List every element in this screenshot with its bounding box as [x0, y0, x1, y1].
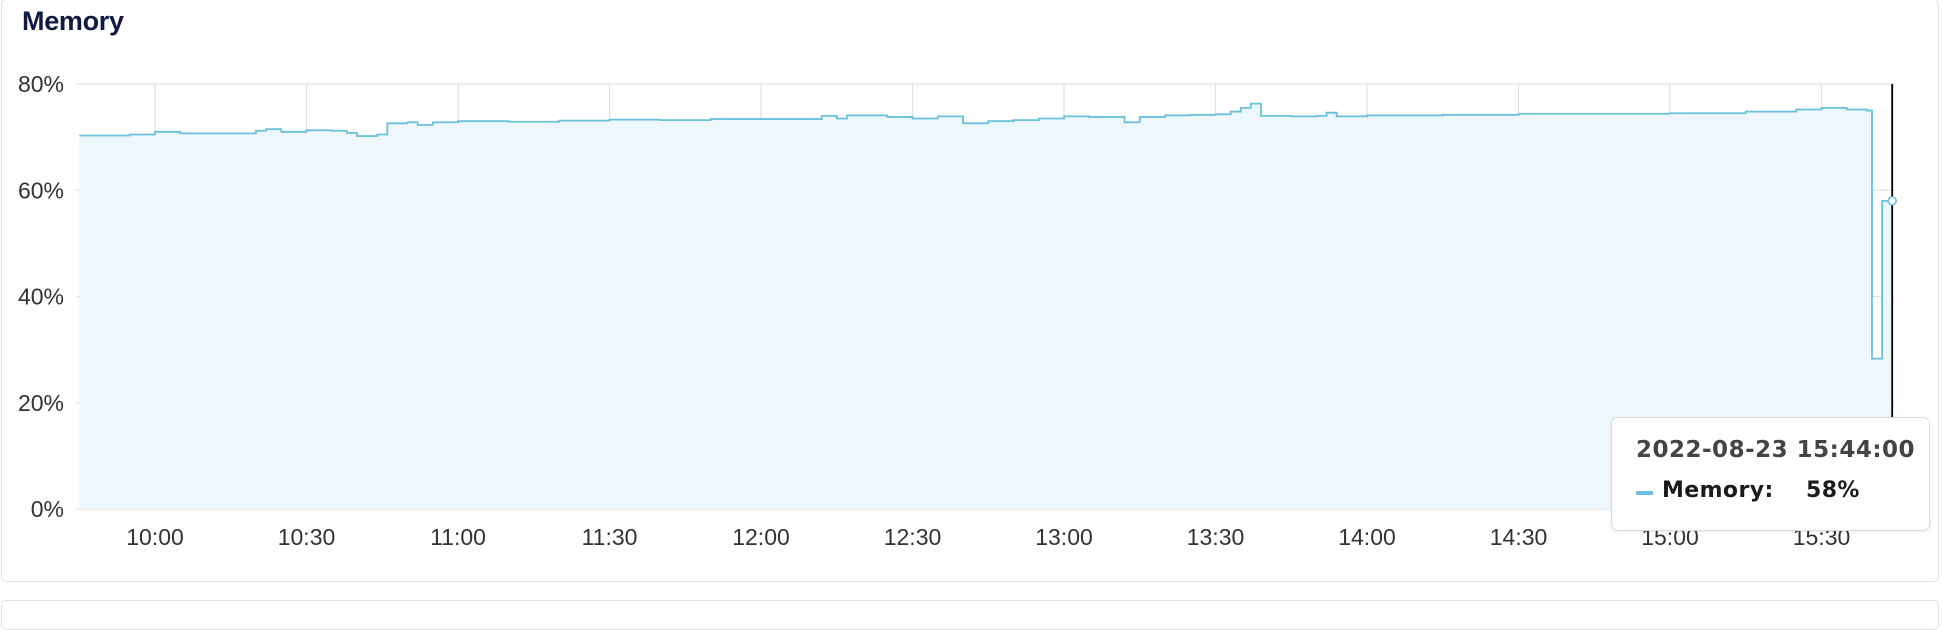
x-tick-label: 14:00 — [1338, 524, 1396, 550]
x-tick-label: 13:00 — [1035, 524, 1093, 550]
memory-chart[interactable]: 0% 20% 40% 60% 80% 10:00 10:30 11:00 11:30 12:00… — [0, 0, 1942, 605]
tooltip-timestamp: 2022-08-23 15:44:00 — [1636, 437, 1916, 463]
hover-point — [1887, 196, 1897, 206]
x-axis-ticks: 10:00 10:30 11:00 11:30 12:00 12:30 13:00 13:30… — [126, 524, 1850, 550]
chart-tooltip: 2022-08-23 15:44:00 Memory: 58% — [1611, 417, 1930, 531]
x-tick-label: 11:00 — [430, 524, 486, 550]
x-tick-label: 12:00 — [732, 524, 790, 550]
x-tick-label: 10:30 — [278, 524, 336, 550]
y-axis-ticks: 0% 20% 40% 60% 80% — [18, 71, 64, 522]
series-swatch-icon — [1636, 491, 1653, 495]
tooltip-series-label: Memory: — [1662, 478, 1774, 503]
y-tick-label: 80% — [18, 71, 64, 97]
memory-line — [79, 102, 1893, 360]
y-tick-label: 20% — [18, 390, 64, 416]
x-tick-label: 14:30 — [1490, 524, 1548, 550]
tooltip-value: 58% — [1806, 478, 1860, 503]
x-tick-label: 12:30 — [884, 524, 942, 550]
x-tick-label: 11:30 — [582, 524, 638, 550]
y-tick-label: 40% — [18, 284, 64, 310]
panel-title: Memory — [22, 6, 124, 36]
memory-area — [79, 103, 1893, 509]
x-tick-label: 10:00 — [126, 524, 184, 550]
y-tick-label: 60% — [18, 177, 64, 203]
x-tick-label: 13:30 — [1187, 524, 1245, 550]
y-tick-label: 0% — [31, 496, 64, 522]
